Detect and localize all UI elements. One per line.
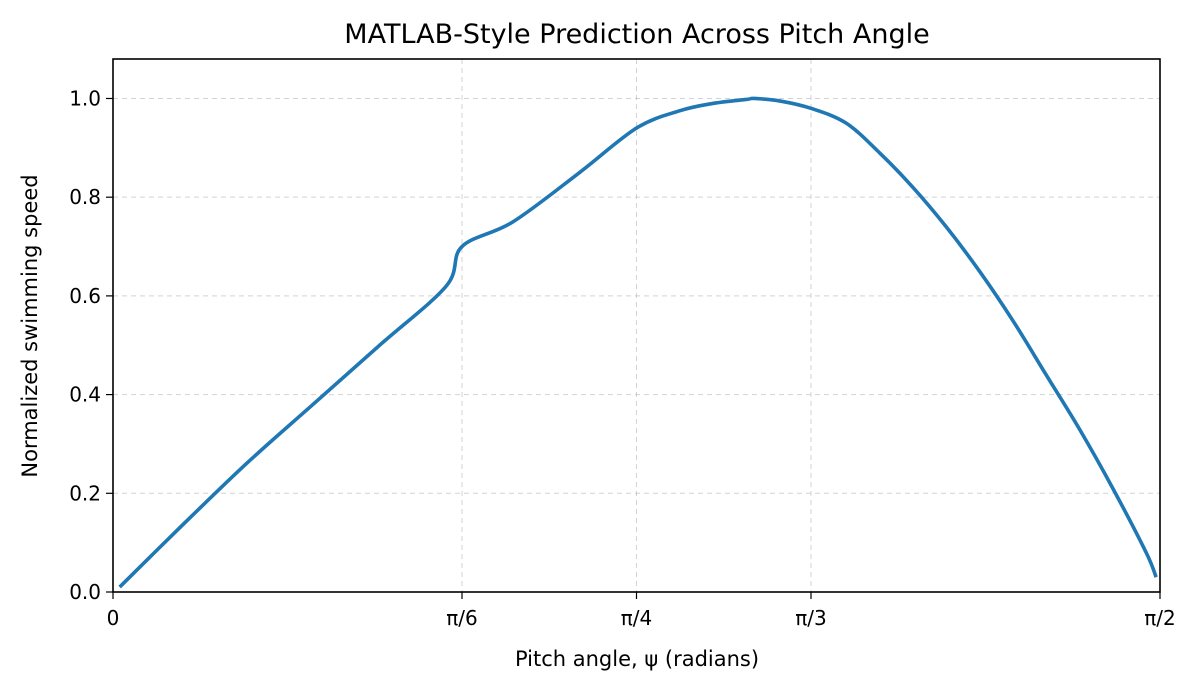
chart-title: MATLAB-Style Prediction Across Pitch Ang… bbox=[344, 19, 929, 50]
x-tick-label: π/4 bbox=[621, 606, 653, 630]
tick-marks bbox=[106, 97, 1161, 599]
x-tick-label: π/2 bbox=[1144, 606, 1176, 630]
y-tick-label: 0.0 bbox=[69, 580, 101, 604]
x-axis-label: Pitch angle, ψ (radians) bbox=[515, 647, 759, 671]
x-tick-label: π/3 bbox=[795, 606, 827, 630]
x-tick-label: 0 bbox=[107, 606, 120, 630]
series-layer bbox=[118, 96, 1158, 589]
y-tick-label: 0.6 bbox=[69, 284, 101, 308]
y-tick-label: 0.2 bbox=[69, 481, 101, 505]
x-tick-labels: 0 π/6 π/4 π/3 π/2 bbox=[107, 606, 1176, 630]
grid-lines bbox=[112, 59, 1161, 593]
y-tick-label: 1.0 bbox=[69, 86, 101, 110]
y-tick-label: 0.4 bbox=[69, 383, 101, 407]
series-line bbox=[118, 96, 1158, 589]
y-tick-labels: 0.0 0.2 0.4 0.6 0.8 1.0 bbox=[69, 86, 101, 604]
y-axis-label: Normalized swimming speed bbox=[18, 174, 42, 477]
y-tick-label: 0.8 bbox=[69, 185, 101, 209]
x-tick-label: π/6 bbox=[446, 606, 478, 630]
